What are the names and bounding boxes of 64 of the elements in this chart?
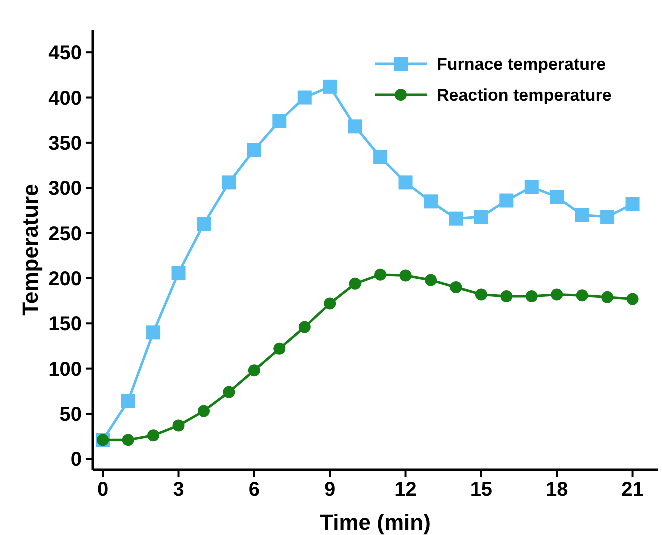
point [374,150,388,164]
point [222,176,236,190]
y-tick-label: 50 [60,404,82,426]
y-axis-title: Temperature [18,184,43,316]
y-tick-label: 200 [48,268,82,290]
x-axis-title: Time (min) [320,510,431,535]
point [323,80,338,94]
point [475,288,488,301]
point [576,290,588,302]
point [298,90,312,105]
y-tick-label: 100 [48,358,82,381]
point [122,434,134,446]
point [248,364,260,377]
point [526,290,538,303]
point [602,291,614,304]
point [400,270,412,282]
point [348,120,362,134]
point [398,176,413,190]
point [247,143,262,158]
point [272,114,287,128]
point [500,194,514,208]
point [626,197,640,212]
x-tick-label: 21 [622,479,644,501]
y-tick-label: 150 [48,314,82,336]
point [450,281,462,294]
point [551,288,564,301]
x-tick-label: 18 [546,479,568,501]
x-tick-label: 6 [248,479,260,501]
point [172,266,186,280]
point [148,430,160,442]
point [374,268,387,281]
y-tick-label: 250 [48,223,82,246]
point [349,278,362,290]
y-tick-label: 450 [48,42,82,65]
point [121,394,136,408]
y-tick-label: 300 [48,178,82,200]
point [600,210,615,224]
point [146,326,161,340]
point [524,180,539,194]
point [274,342,286,355]
x-tick-label: 3 [173,479,184,501]
point [198,405,210,418]
point [172,420,185,432]
point [223,386,236,398]
x-tick-label: 0 [98,479,109,501]
point [424,194,438,209]
x-tick-label: 12 [394,479,417,501]
point [550,190,564,204]
point [196,217,211,232]
point [298,321,311,334]
point [575,208,590,222]
point [626,293,639,306]
x-tick-label: 9 [324,479,336,501]
point [500,290,513,303]
legend-label: Reaction temperature [437,86,612,105]
y-tick-label: 350 [48,132,82,155]
point [324,298,336,310]
point [449,212,464,226]
y-tick-label: 400 [48,88,82,110]
point [474,210,488,224]
x-tick-label: 15 [470,479,493,501]
point [424,274,437,286]
legend-label: Furnace temperature [437,54,606,74]
y-tick-label: 0 [70,449,82,472]
